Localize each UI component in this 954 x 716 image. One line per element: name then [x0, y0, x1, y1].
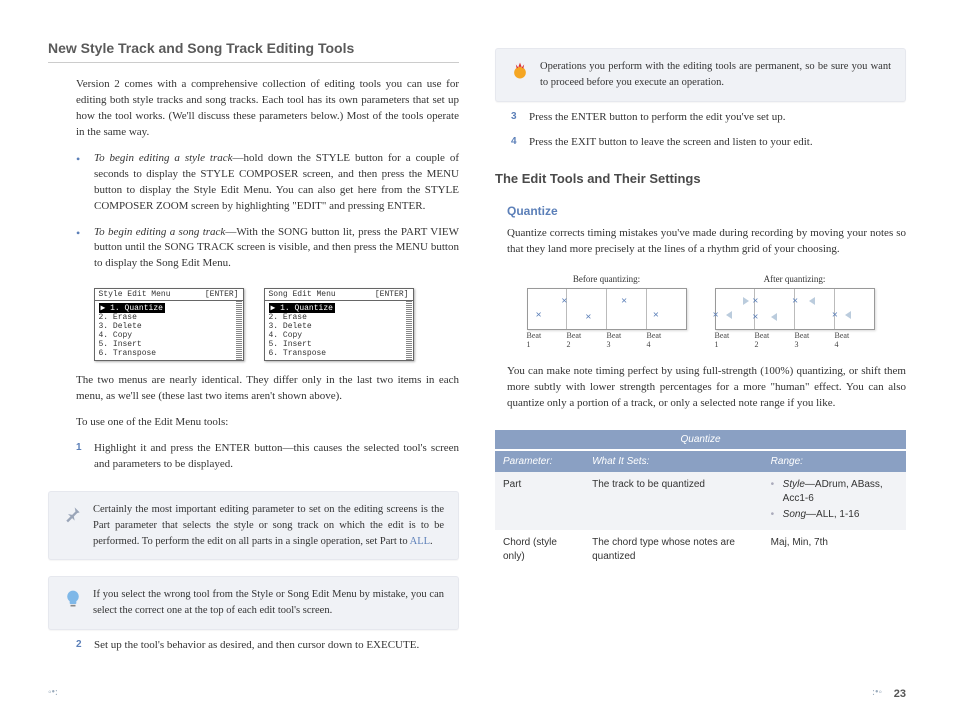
- lightbulb-icon: [63, 589, 83, 609]
- edit-tools-heading: The Edit Tools and Their Settings: [495, 171, 906, 186]
- quantize-after-text: You can make note timing perfect by usin…: [495, 364, 906, 412]
- footer-deco-left-icon: ◦•:: [48, 687, 58, 698]
- use-intro: To use one of the Edit Menu tools:: [48, 415, 459, 431]
- before-quantizing: Before quantizing: × ×× × × Beat 1 Beat …: [527, 274, 687, 350]
- table-row: Chord (style only) The chord type whose …: [495, 530, 906, 570]
- col-parameter: Parameter:: [495, 451, 584, 472]
- quantize-param-table: Quantize Parameter: What It Sets: Range:…: [495, 430, 906, 570]
- quantize-diagram: Before quantizing: × ×× × × Beat 1 Beat …: [495, 274, 906, 350]
- quantize-heading: Quantize: [507, 204, 906, 218]
- warning-note: Operations you perform with the editing …: [495, 48, 906, 102]
- table-caption: Quantize: [495, 430, 906, 451]
- footer-deco-right-icon: :•◦: [872, 687, 882, 698]
- steps-list: 1Highlight it and press the ENTER button…: [48, 441, 459, 483]
- step-2: 2Set up the tool's behavior as desired, …: [76, 638, 459, 654]
- intro-text: Version 2 comes with a comprehensive col…: [48, 77, 459, 141]
- quantize-intro: Quantize corrects timing mistakes you've…: [495, 226, 906, 258]
- menus-difference: The two menus are nearly identical. They…: [48, 373, 459, 405]
- warning-icon: [510, 61, 530, 81]
- col-range: Range:: [763, 451, 906, 472]
- table-row: Part The track to be quantized Style—ADr…: [495, 472, 906, 530]
- section-heading: New Style Track and Song Track Editing T…: [48, 40, 459, 63]
- pin-icon: [63, 504, 83, 524]
- steps-list-2: 2Set up the tool's behavior as desired, …: [48, 638, 459, 664]
- left-column: New Style Track and Song Track Editing T…: [48, 40, 459, 692]
- begin-edit-bullets: To begin editing a style track—hold down…: [48, 151, 459, 283]
- menu-screenshots: Style Edit Menu[ENTER] ▶ 1. Quantize 2. …: [48, 288, 459, 361]
- right-column: Operations you perform with the editing …: [495, 40, 906, 692]
- bulb-note: If you select the wrong tool from the St…: [48, 576, 459, 630]
- pin-note: Certainly the most important editing par…: [48, 491, 459, 560]
- step-4: 4Press the EXIT button to leave the scre…: [511, 135, 906, 151]
- page-number: 23: [894, 688, 906, 700]
- song-edit-menu: Song Edit Menu[ENTER] ▶ 1. Quantize 2. E…: [264, 288, 414, 361]
- right-steps: 3Press the ENTER button to perform the e…: [495, 110, 906, 162]
- bullet-style-track: To begin editing a style track—hold down…: [76, 151, 459, 215]
- step-1: 1Highlight it and press the ENTER button…: [76, 441, 459, 473]
- bullet-song-track: To begin editing a song track—With the S…: [76, 225, 459, 273]
- col-what: What It Sets:: [584, 451, 763, 472]
- after-quantizing: After quantizing: × ×× × × Beat 1 Beat 2…: [715, 274, 875, 350]
- style-edit-menu: Style Edit Menu[ENTER] ▶ 1. Quantize 2. …: [94, 288, 244, 361]
- step-3: 3Press the ENTER button to perform the e…: [511, 110, 906, 126]
